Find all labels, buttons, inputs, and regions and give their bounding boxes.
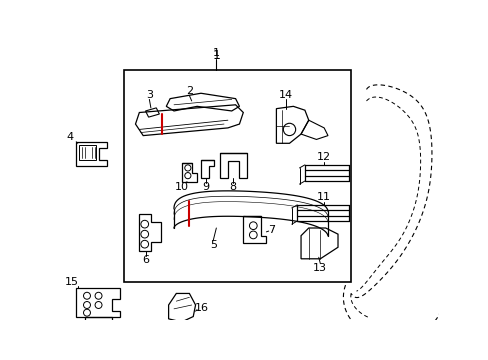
- Text: 11: 11: [317, 192, 330, 202]
- Text: 9: 9: [202, 182, 209, 192]
- Text: 13: 13: [313, 263, 326, 273]
- Bar: [79, 145, 96, 160]
- Text: 7: 7: [268, 225, 275, 235]
- Text: 5: 5: [209, 240, 216, 250]
- Text: 15: 15: [64, 277, 79, 287]
- Text: 6: 6: [142, 255, 149, 265]
- Text: 16: 16: [194, 303, 208, 313]
- Text: 2: 2: [185, 86, 193, 96]
- Text: 1: 1: [212, 48, 220, 58]
- Text: 10: 10: [174, 182, 188, 192]
- Text: 3: 3: [145, 90, 153, 100]
- Text: 4: 4: [66, 132, 74, 142]
- Bar: [123, 70, 350, 282]
- Text: 14: 14: [278, 90, 292, 100]
- Text: 8: 8: [229, 182, 236, 192]
- Text: 12: 12: [316, 152, 330, 162]
- Text: 1: 1: [212, 49, 220, 62]
